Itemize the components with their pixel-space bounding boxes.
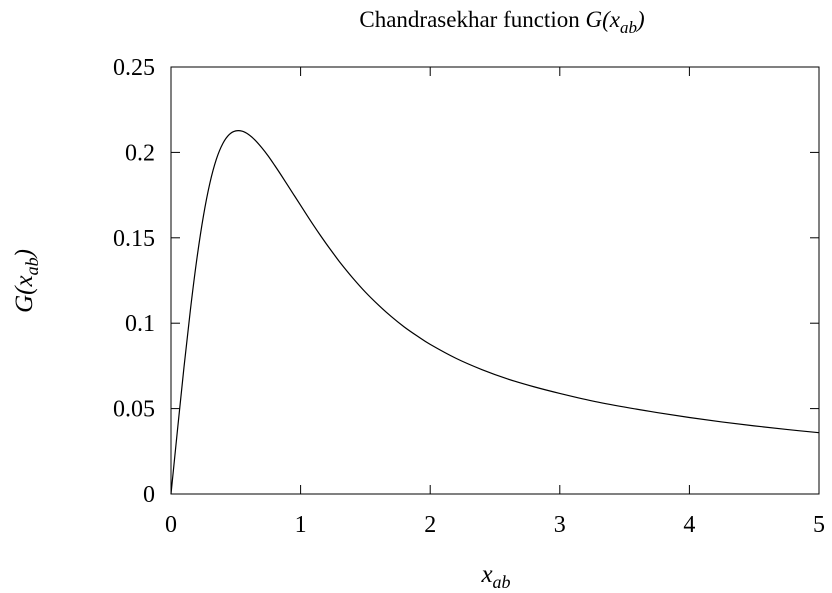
chart-title-sub: ab [620, 18, 637, 37]
y-axis-label-func: G(x [11, 275, 38, 312]
x-tick-label: 3 [554, 512, 566, 538]
chart-title: Chandrasekhar function G(xab) [359, 7, 644, 37]
plot-frame [170, 66, 820, 495]
y-tick-label: 0.15 [113, 226, 155, 252]
x-tick-label: 5 [813, 512, 825, 538]
y-tick-label: 0.2 [125, 140, 155, 166]
x-tick-label: 1 [295, 512, 307, 538]
y-tick-label: 0.25 [113, 55, 155, 81]
chart-title-suffix: ) [635, 7, 645, 32]
chart-title-prefix: Chandrasekhar function [359, 7, 585, 32]
tick-labels: 0 1 2 3 4 5 0 0.05 0.1 0.15 0.2 0.25 [113, 55, 825, 538]
chart-title-func: G(x [585, 7, 620, 32]
y-axis-label-sub: ab [22, 257, 42, 275]
axis-ticks [170, 66, 820, 495]
x-tick-label: 4 [683, 512, 695, 538]
x-tick-label: 2 [424, 512, 436, 538]
series-layer [170, 129, 820, 495]
y-tick-label: 0.1 [125, 311, 155, 337]
x-axis-label-sub: ab [493, 572, 511, 592]
x-axis-label-base: x [480, 561, 492, 588]
x-axis-label: xab [480, 561, 510, 592]
y-tick-label: 0 [143, 482, 155, 508]
x-tick-label: 0 [165, 512, 177, 538]
series-line [170, 129, 820, 495]
y-axis-label-suffix: ) [11, 249, 38, 259]
y-tick-label: 0.05 [113, 397, 155, 423]
y-axis-label: G(xab) [11, 249, 42, 313]
